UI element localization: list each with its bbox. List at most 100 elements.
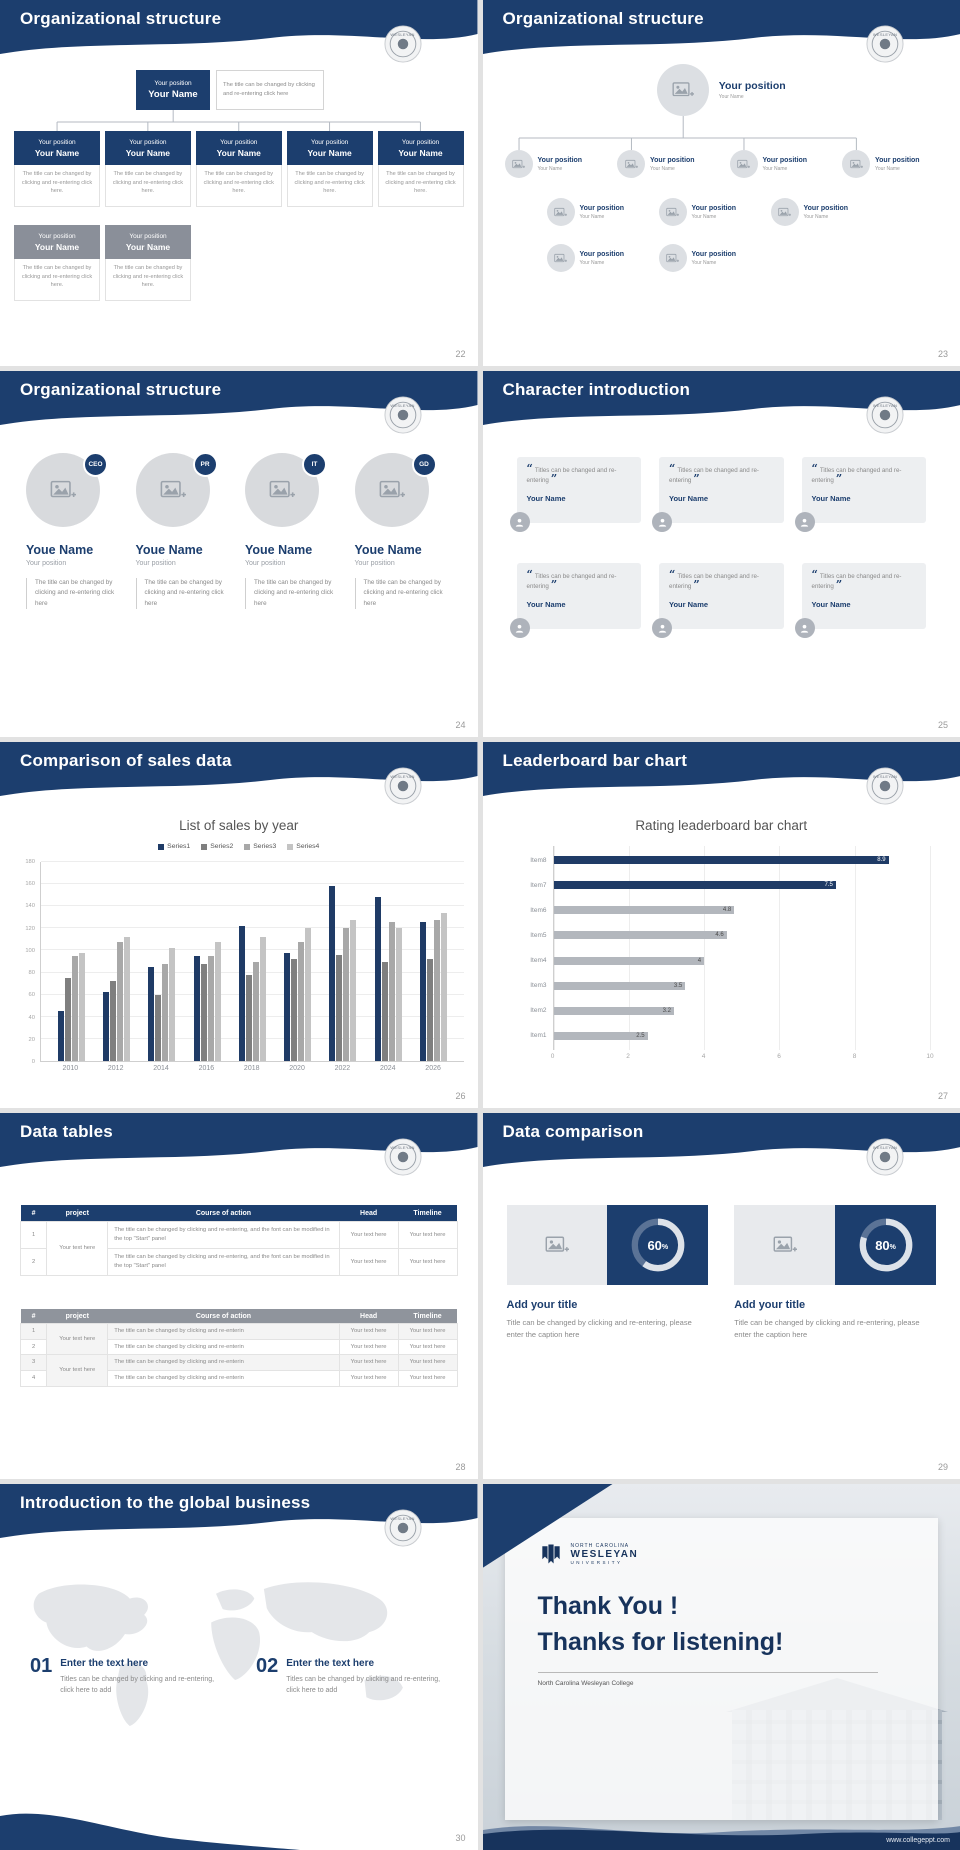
role-badge: CEO bbox=[83, 452, 108, 477]
col-header: Head bbox=[339, 1205, 399, 1222]
slide-header: Organizational structure WESLEYAN bbox=[0, 371, 478, 437]
slide-header: Organizational structure WESLEYAN bbox=[0, 0, 478, 66]
bar bbox=[214, 941, 221, 1061]
legend-item: Series3 bbox=[244, 843, 276, 850]
slide-27-leaderboard-bar-chart[interactable]: Leaderboard bar chart WESLEYAN Rating le… bbox=[482, 742, 960, 1108]
x-tick-label: 2018 bbox=[243, 1065, 260, 1072]
bar bbox=[305, 928, 311, 1061]
quote-text: Titles can be changed and re-entering bbox=[527, 568, 632, 592]
character-cards-grid: Titles can be changed and re-entering Yo… bbox=[509, 457, 926, 638]
x-tick-label: 10 bbox=[926, 1053, 934, 1060]
name-label: Your Name bbox=[216, 147, 261, 158]
item-number: 02 bbox=[256, 1655, 279, 1677]
quote-string: Titles can be changed and re-entering bbox=[669, 467, 759, 484]
grid-line bbox=[41, 993, 464, 995]
person-avatar-icon bbox=[509, 512, 530, 532]
quote-string: Titles can be changed and re-entering bbox=[526, 467, 617, 484]
node-note: The title can be changed by clicking and… bbox=[377, 165, 464, 207]
bar bbox=[381, 961, 388, 1061]
close-quote-icon bbox=[693, 472, 699, 485]
slide-29-data-comparison[interactable]: Data comparison WESLEYAN bbox=[482, 1113, 960, 1479]
bar bbox=[238, 926, 245, 1061]
bar bbox=[155, 994, 162, 1061]
position-label: Your position bbox=[579, 204, 625, 212]
cell: Your text here bbox=[397, 1323, 458, 1340]
character-name: Your Name bbox=[669, 599, 709, 609]
numbered-text-item: 02 Enter the text here Titles can be cha… bbox=[256, 1656, 452, 1696]
org-photo-node: Your position Your Name bbox=[729, 150, 826, 178]
photo-placeholder bbox=[658, 244, 687, 272]
x-tick-label: 4 bbox=[701, 1053, 706, 1060]
chart-title: Rating leaderboard bar chart bbox=[635, 818, 808, 833]
cell: The title can be changed by clicking and… bbox=[107, 1221, 340, 1249]
slide-30-global-business-intro[interactable]: Introduction to the global business WESL… bbox=[0, 1484, 478, 1850]
slide-title: Organizational structure bbox=[502, 9, 704, 28]
logo-text-main: WESLEYAN bbox=[570, 1549, 639, 1560]
position-label: Your position bbox=[762, 156, 808, 164]
legend-item: Series4 bbox=[287, 843, 319, 850]
slide-28-data-tables[interactable]: Data tables WESLEYAN # project Course of… bbox=[0, 1113, 478, 1479]
node-text: Your position Your Name bbox=[875, 157, 920, 172]
bar bbox=[433, 919, 440, 1061]
name-label: Your Name bbox=[762, 165, 788, 172]
name-label: Your Name bbox=[650, 165, 675, 172]
person-icon bbox=[514, 517, 525, 528]
slide-22-org-structure-boxes[interactable]: Organizational structure WESLEYAN Your p… bbox=[0, 0, 478, 366]
org-level1-node: Your position Your Name The title can be… bbox=[286, 131, 373, 207]
slide-23-org-structure-photos[interactable]: Organizational structure WESLEYAN Your p… bbox=[482, 0, 960, 366]
bar bbox=[419, 921, 426, 1061]
slide-title: Introduction to the global business bbox=[20, 1493, 311, 1512]
name-label: Your Name bbox=[398, 147, 443, 158]
quote-text: Titles can be changed and re-entering bbox=[669, 568, 774, 592]
image-icon bbox=[269, 477, 295, 503]
org-photo-node: Your position Your Name bbox=[546, 198, 643, 226]
seal-text: WESLEYAN bbox=[390, 1516, 415, 1521]
slide-title: Data tables bbox=[20, 1122, 113, 1141]
org-level3-row: Your position Your Name Your position Yo… bbox=[546, 244, 755, 272]
bar: 4.6 bbox=[553, 931, 727, 940]
cell: Your text here bbox=[46, 1221, 109, 1276]
seal-graphic bbox=[384, 1138, 422, 1176]
position-label: Your position bbox=[401, 138, 440, 146]
wesleyan-seal-logo: WESLEYAN bbox=[384, 1509, 422, 1547]
x-tick-label: 8 bbox=[852, 1053, 857, 1060]
slide-31-thank-you[interactable]: NORTH CAROLINA WESLEYAN UNIVERSITY Thank… bbox=[482, 1484, 960, 1850]
website-url: www.collegeppt.com bbox=[886, 1837, 950, 1844]
org-level1-row: Your position Your Name The title can be… bbox=[14, 131, 464, 207]
character-name: Your Name bbox=[811, 599, 851, 609]
seal-graphic bbox=[384, 1509, 422, 1547]
page-number: 23 bbox=[937, 349, 948, 359]
name-label: Your Name bbox=[691, 213, 717, 220]
bar: 3.5 bbox=[553, 981, 686, 990]
name-label: Your Name bbox=[691, 259, 717, 266]
slide-header: Leaderboard bar chart WESLEYAN bbox=[483, 742, 960, 808]
percent-value: 80 bbox=[875, 1237, 890, 1253]
slide-26-sales-comparison-chart[interactable]: Comparison of sales data WESLEYAN List o… bbox=[0, 742, 478, 1108]
member-position: Your position bbox=[245, 560, 286, 567]
node-text: Your position Your Name bbox=[580, 205, 625, 220]
person-icon bbox=[799, 517, 810, 528]
org-photo-node: Your position Your Name bbox=[658, 198, 755, 226]
position-label: Your position bbox=[310, 138, 349, 146]
slide-24-org-structure-team[interactable]: Organizational structure WESLEYAN CEO Yo… bbox=[0, 371, 478, 737]
bar bbox=[110, 981, 116, 1061]
item-text: Enter the text here Titles can be change… bbox=[286, 1656, 452, 1696]
image-icon bbox=[554, 206, 567, 219]
bar-track: 8.9 bbox=[553, 851, 931, 869]
bar-group bbox=[373, 862, 403, 1061]
slide-25-character-introduction[interactable]: Character introduction WESLEYAN Titles c… bbox=[482, 371, 960, 737]
org-photo-node: Your position Your Name bbox=[770, 198, 867, 226]
node-note: The title can be changed by clicking and… bbox=[14, 165, 100, 207]
org-box: Your position Your Name bbox=[14, 131, 100, 165]
seal-graphic bbox=[866, 767, 904, 805]
grid-line bbox=[41, 1015, 464, 1017]
org-level1-node: Your position Your Name The title can be… bbox=[195, 131, 282, 207]
name-label: Your Name bbox=[803, 213, 829, 220]
node-note: The title can be changed by clicking and… bbox=[14, 259, 100, 301]
bar bbox=[350, 919, 357, 1061]
name-label: Your Name bbox=[125, 147, 170, 158]
category-label: Item6 bbox=[530, 906, 547, 914]
chart-legend: Series1 Series2 Series3 Series4 bbox=[0, 843, 478, 850]
x-tick-label: 2020 bbox=[289, 1065, 305, 1072]
